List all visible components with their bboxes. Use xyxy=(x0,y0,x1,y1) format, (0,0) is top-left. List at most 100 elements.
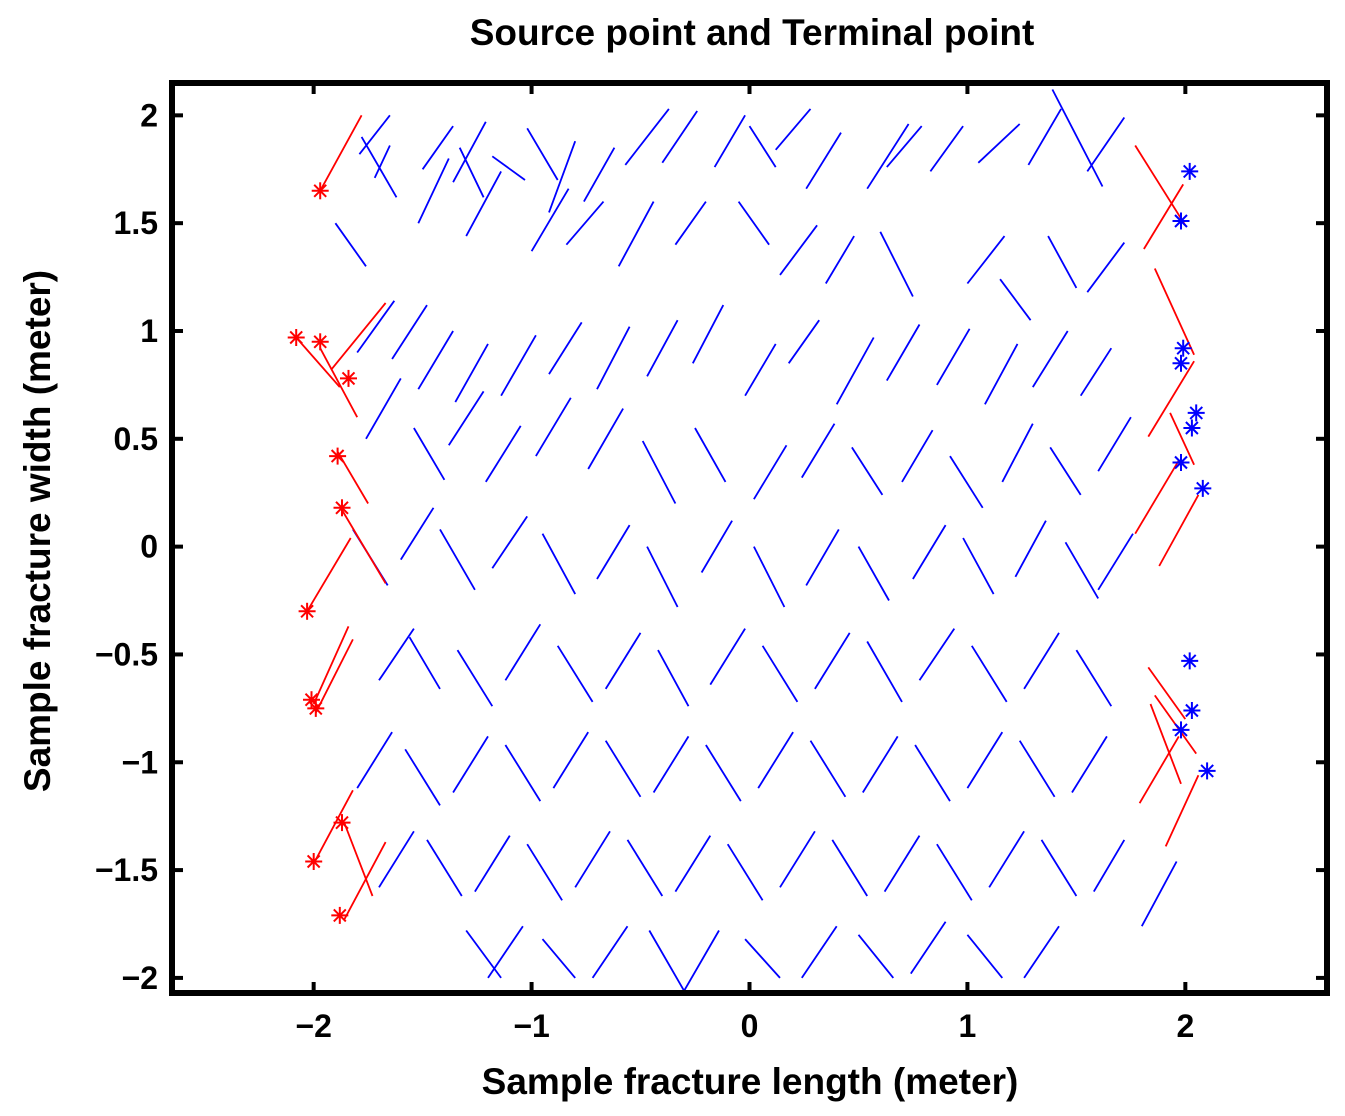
fracture-network-segment-127 xyxy=(883,835,921,893)
fracture-network-segment-56 xyxy=(413,427,446,481)
y-tick-label: −2 xyxy=(122,960,158,996)
y-axis-label: Sample fracture width (meter) xyxy=(17,270,58,792)
fracture-network-segment-114 xyxy=(966,731,1004,789)
source-fractures-segment-17 xyxy=(1134,459,1180,535)
chart-title: Source point and Terminal point xyxy=(470,12,1035,53)
fracture-network-segment-40 xyxy=(417,330,454,390)
fracture-network-segment-19 xyxy=(977,123,1021,164)
fracture-network-segment-39 xyxy=(391,304,428,360)
fracture-network-segment-129 xyxy=(988,830,1025,888)
x-tick-label: 2 xyxy=(1176,1008,1194,1044)
fracture-network-segment-43 xyxy=(548,321,583,375)
fracture-network-segment-94 xyxy=(709,628,746,686)
fracture-network-segment-32 xyxy=(825,235,855,284)
fracture-network-segment-100 xyxy=(1023,632,1060,690)
fracture-network-segment-93 xyxy=(657,649,690,707)
fracture-network-segment-97 xyxy=(866,641,903,703)
fracture-network-segment-12 xyxy=(713,114,746,168)
terminal-point-2 xyxy=(1174,339,1192,357)
fracture-network-segment-95 xyxy=(761,645,799,703)
terminal-point-9 xyxy=(1183,702,1201,719)
fracture-network-segment-76 xyxy=(596,524,631,580)
fracture-network-segment-37 xyxy=(1086,242,1126,293)
y-tick-label: 0.5 xyxy=(114,421,158,457)
terminal-point-8 xyxy=(1181,652,1199,670)
fracture-network-segment-10 xyxy=(624,108,670,166)
fracture-network-segment-30 xyxy=(737,201,770,246)
fracture-network-segment-38 xyxy=(356,300,396,354)
fracture-network-segment-51 xyxy=(936,328,971,386)
fracture-network-segment-125 xyxy=(779,830,816,888)
fracture-network-segment-137 xyxy=(683,930,720,992)
fracture-network-segment-29 xyxy=(674,201,707,246)
source-fractures-segment-0 xyxy=(319,114,363,192)
source-fractures-segment-8 xyxy=(314,638,354,714)
fracture-network-segment-3 xyxy=(421,125,454,170)
terminal-point-7 xyxy=(1194,479,1212,497)
x-tick-label: −1 xyxy=(513,1008,549,1044)
source-point-9 xyxy=(333,814,351,832)
fracture-network-segment-26 xyxy=(530,188,570,252)
fracture-network-segment-104 xyxy=(452,735,489,793)
fracture-network-segment-118 xyxy=(426,839,463,897)
fracture-network-segment-59 xyxy=(535,397,572,457)
y-tick-label: 2 xyxy=(140,97,158,133)
source-point-5 xyxy=(333,499,351,517)
x-tick-label: 0 xyxy=(741,1008,759,1044)
fracture-network-segment-138 xyxy=(744,938,781,979)
fracture-network-segment-4 xyxy=(452,121,487,183)
fracture-network-segment-33 xyxy=(879,231,914,297)
source-fractures-segment-10 xyxy=(312,789,354,865)
fracture-network-segment-23 xyxy=(334,222,367,267)
fracture-network-segment-53 xyxy=(1032,330,1069,388)
fracture-network-segment-44 xyxy=(596,326,631,390)
fracture-network-segment-17 xyxy=(886,125,923,168)
source-point-1 xyxy=(287,329,305,346)
source-fractures-segment-14 xyxy=(1153,268,1195,356)
source-point-2 xyxy=(311,333,329,351)
fracture-network-segment-143 xyxy=(1023,925,1060,979)
fracture-network-segment-34 xyxy=(966,235,1006,285)
x-axis-label: Sample fracture length (meter) xyxy=(482,1061,1019,1102)
terminal-point-10 xyxy=(1172,721,1190,739)
fracture-network-segment-57 xyxy=(448,390,485,446)
fracture-network-segment-105 xyxy=(504,744,542,802)
source-fractures-segment-6 xyxy=(306,537,352,612)
fracture-network-segment-60 xyxy=(587,408,624,470)
y-tick-label: 1.5 xyxy=(114,205,158,241)
source-fractures-segment-9 xyxy=(343,822,374,897)
plot-area xyxy=(287,89,1216,992)
fracture-network-segment-111 xyxy=(809,740,847,798)
source-fractures-segment-19 xyxy=(1147,666,1187,720)
fracture-network-segment-84 xyxy=(1014,520,1047,578)
fracture-network-segment-20 xyxy=(1027,108,1062,166)
source-fractures-segment-3 xyxy=(319,347,358,418)
fracture-network-segment-115 xyxy=(1018,740,1056,798)
fracture-network-segment-142 xyxy=(966,934,1003,979)
fracture-network-segment-80 xyxy=(805,528,840,586)
fracture-network-segment-120 xyxy=(526,843,563,901)
source-fractures-segment-13 xyxy=(1143,183,1184,250)
fracture-network-segment-31 xyxy=(779,224,818,276)
fracture-network-segment-89 xyxy=(456,649,494,707)
fracture-network-segment-119 xyxy=(474,835,511,893)
source-fractures-segment-2 xyxy=(295,336,341,388)
fracture-network-segment-109 xyxy=(705,744,742,802)
terminal-point-5 xyxy=(1183,419,1201,437)
fracture-network-segment-132 xyxy=(465,929,502,979)
source-point-8 xyxy=(307,699,325,717)
fracture-network-segment-83 xyxy=(962,537,995,595)
terminal-point-1 xyxy=(1172,212,1190,230)
fracture-network-segment-46 xyxy=(692,304,725,364)
fracture-network-segment-135 xyxy=(591,925,629,979)
fracture-network-segment-62 xyxy=(694,427,727,483)
fracture-network-segment-72 xyxy=(400,507,435,561)
fracture-network-segment-7 xyxy=(526,127,559,181)
fracture-network-segment-130 xyxy=(1040,839,1078,897)
fracture-network-segment-36 xyxy=(1047,235,1078,289)
fracture-network-segment-103 xyxy=(404,748,441,806)
fracture-network-segment-87 xyxy=(378,628,415,681)
fracture-network-segment-15 xyxy=(805,132,842,190)
fracture-network-segment-70 xyxy=(1097,416,1132,472)
